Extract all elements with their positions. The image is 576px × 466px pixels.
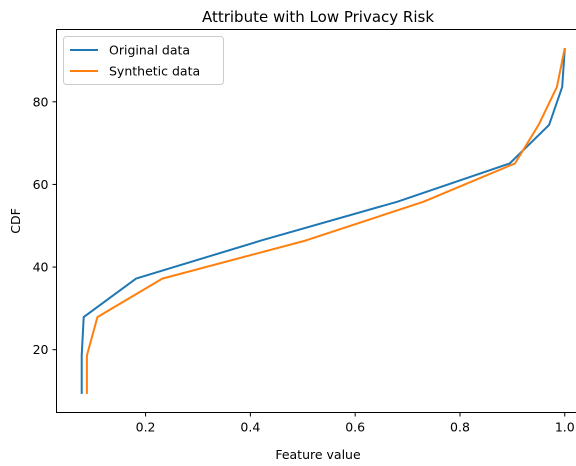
legend-label-1: Synthetic data bbox=[109, 64, 200, 79]
y-axis: 20 40 60 80 bbox=[33, 94, 57, 357]
x-tick-label: 0.2 bbox=[136, 420, 156, 435]
x-tick-label: 0.6 bbox=[345, 420, 365, 435]
y-axis-label: CDF bbox=[8, 208, 23, 234]
x-tick-label: 0.4 bbox=[240, 420, 260, 435]
series-line-0 bbox=[80, 48, 566, 394]
plot-area bbox=[56, 29, 576, 413]
y-tick-label: 80 bbox=[33, 94, 49, 109]
chart-title: Attribute with Low Privacy Risk bbox=[202, 8, 434, 26]
y-tick-label: 60 bbox=[33, 177, 49, 192]
y-tick-label: 20 bbox=[33, 342, 49, 357]
x-tick-label: 0.8 bbox=[450, 420, 470, 435]
plot-frame bbox=[56, 29, 576, 413]
x-axis: 0.2 0.4 0.6 0.8 1.0 bbox=[136, 412, 575, 435]
series-line-1 bbox=[85, 47, 566, 394]
legend-box bbox=[63, 36, 224, 85]
x-axis-label: Feature value bbox=[275, 447, 361, 462]
x-tick-label: 1.0 bbox=[555, 420, 575, 435]
legend: Original data Synthetic data bbox=[63, 36, 224, 85]
series-layer bbox=[80, 47, 566, 394]
legend-label-0: Original data bbox=[109, 43, 190, 58]
y-tick-label: 40 bbox=[33, 260, 49, 275]
